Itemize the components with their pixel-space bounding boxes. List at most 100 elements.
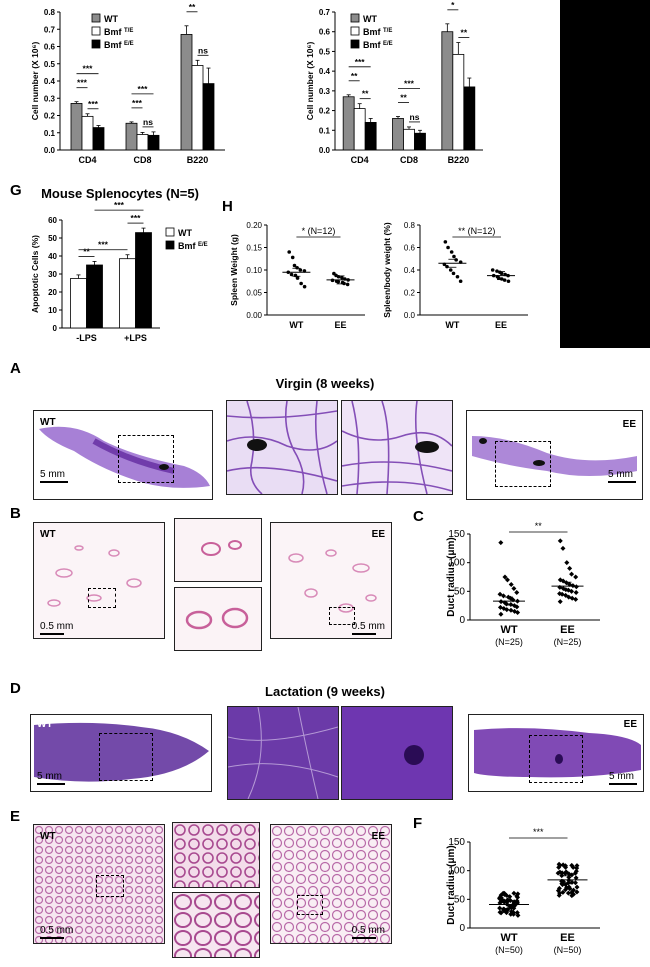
data-point: [299, 281, 303, 286]
data-point: [564, 560, 570, 566]
y-tick-label: 0.1: [44, 129, 56, 138]
virgin-ee-tag: EE: [622, 419, 636, 430]
legend-label: Bmf E/E: [178, 241, 208, 251]
sig-label: **: [461, 28, 468, 38]
data-point: [563, 887, 569, 893]
x-tick-label: +LPS: [124, 333, 147, 343]
y-tick-label: 0.20: [246, 221, 262, 230]
panel-label-d: D: [10, 680, 21, 697]
lactation-wt-zoom: [227, 706, 339, 800]
data-point: [511, 585, 517, 591]
y-tick-label: 0.8: [404, 221, 416, 230]
y-tick-label: 0: [53, 324, 58, 333]
sig-label: ns: [143, 117, 153, 127]
data-point: [290, 255, 295, 260]
virgin-wt-he-zoom: [174, 518, 262, 582]
data-point: [566, 885, 572, 891]
y-axis-label: Apoptotic Cells (%): [30, 235, 40, 313]
sig-label: ***: [138, 84, 149, 94]
data-point: [499, 271, 504, 276]
legend-swatch: [165, 227, 175, 237]
data-point: [566, 871, 572, 877]
virgin-title: Virgin (8 weeks): [275, 376, 375, 391]
panel-label-c: C: [413, 508, 424, 525]
scale-label: 5 mm: [609, 771, 634, 782]
y-tick-label: 0.8: [44, 8, 56, 17]
data-point: [515, 891, 521, 897]
data-point: [563, 592, 569, 598]
data-point: [508, 607, 514, 613]
x-sub-label: (N=50): [554, 945, 582, 955]
y-tick-label: 0.05: [246, 289, 262, 298]
lactation-ee-whole-mount: EE 5 mm: [468, 714, 644, 792]
zoom-box: [88, 588, 116, 608]
data-point: [502, 574, 508, 580]
sig-label: ***: [404, 78, 415, 88]
y-axis-label: Duct radius (μm): [446, 537, 457, 616]
x-sub-label: (N=25): [554, 637, 582, 647]
data-point: [507, 894, 513, 900]
e-wt-tag: WT: [40, 831, 56, 842]
y-tick-label: 0.5: [319, 47, 331, 56]
y-tick-label: 0.1: [319, 126, 331, 135]
y-tick-label: 60: [48, 216, 57, 225]
y-tick-label: 150: [448, 529, 465, 540]
y-tick-label: 20: [48, 288, 57, 297]
sig-label: ** (N=12): [458, 226, 495, 236]
legend-label: WT: [363, 14, 377, 24]
panel-label-h: H: [222, 198, 233, 215]
spleen-weight-chart: 0.00 0.05 0.10 0.15 0.20 Spleen Weight (g) WT E…: [229, 221, 365, 330]
data-point: [501, 891, 507, 897]
x-tick-label: EE: [495, 320, 507, 330]
zoom-box: [99, 733, 153, 781]
zoom-box: [96, 875, 124, 897]
panel-label-g: G: [10, 182, 22, 199]
data-point: [565, 880, 571, 886]
lactation-wt-he-zoom: [172, 822, 260, 888]
data-point: [340, 275, 344, 280]
y-tick-label: 0.2: [404, 289, 416, 298]
y-tick-label: 0.00: [246, 311, 262, 320]
sig-label: ***: [77, 78, 88, 88]
y-axis-label: Cell number (X 10⁶): [305, 42, 315, 121]
legend-superscript: T/E: [383, 28, 392, 34]
data-point: [572, 880, 578, 886]
x-tick-label: EE: [560, 624, 575, 636]
data-point: [567, 565, 573, 571]
data-point: [559, 873, 565, 879]
x-tick-label: B220: [448, 155, 470, 165]
data-point: [571, 887, 577, 893]
x-tick-label: WT: [289, 320, 303, 330]
data-point: [574, 865, 580, 871]
x-tick-label: WT: [500, 932, 517, 944]
sig-label: **: [362, 89, 369, 99]
data-point: [498, 540, 504, 546]
data-point: [556, 892, 562, 898]
data-point: [295, 265, 299, 270]
apoptotic-cells-chart: 0 10 20 30 40 50 60 Apoptotic Cells (%) -LPS +LPS…: [30, 200, 208, 343]
data-point: [445, 264, 449, 269]
data-point: [569, 571, 575, 577]
panel-label-a: A: [10, 360, 21, 377]
y-tick-label: 40: [48, 252, 57, 261]
data-point: [560, 862, 566, 868]
d-wt-scale: 5 mm: [37, 771, 65, 785]
data-point: [501, 593, 507, 599]
data-point: [560, 889, 566, 895]
data-point: [514, 893, 520, 899]
x-tick-label: -LPS: [76, 333, 97, 343]
bar: [147, 134, 160, 151]
data-point: [562, 863, 568, 869]
legend-swatch: [91, 39, 101, 49]
zoom-box: [118, 435, 174, 483]
legend-superscript: T/E: [124, 28, 133, 34]
data-point: [295, 276, 300, 280]
bar: [125, 122, 138, 151]
y-tick-label: 0.7: [44, 25, 56, 34]
bar: [180, 34, 193, 151]
e-wt-scale: 0.5 mm: [40, 925, 73, 939]
y-tick-label: 100: [448, 558, 465, 569]
data-point: [574, 884, 580, 890]
